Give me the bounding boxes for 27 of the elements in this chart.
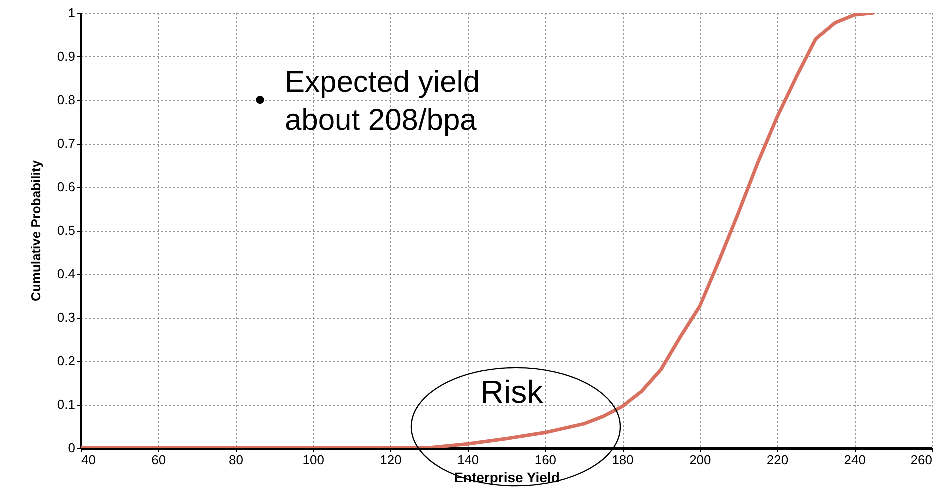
x-tick-label: 40 <box>82 452 96 468</box>
x-tick-label: 80 <box>228 452 244 468</box>
x-tick-label: 100 <box>302 452 324 468</box>
y-tick-label: 0.8 <box>57 92 76 108</box>
y-tick-label: 0.7 <box>57 136 76 151</box>
x-tick-label: 260 <box>910 452 932 468</box>
y-tick-label: 0.1 <box>57 397 76 412</box>
y-tick-label: 0.6 <box>57 180 76 194</box>
x-tick-label: 180 <box>612 452 634 468</box>
annotation: • <box>255 84 266 117</box>
y-tick-label: 0.4 <box>57 266 76 282</box>
y-tick-label: 0.2 <box>57 354 76 368</box>
x-tick-label: 60 <box>152 452 166 468</box>
y-tick-label: 0 <box>68 440 76 456</box>
x-tick-label: 120 <box>380 452 402 468</box>
y-tick-label: 0.3 <box>57 310 76 325</box>
y-tick-label: 1 <box>68 6 76 20</box>
y-axis-title: Cumulative Probability <box>28 160 44 302</box>
x-tick-label: 200 <box>690 452 712 468</box>
x-tick-label: 160 <box>534 452 557 468</box>
x-tick-label: 240 <box>844 452 866 468</box>
y-tick-label: 0.9 <box>57 49 76 64</box>
annotation: Risk <box>480 374 544 410</box>
y-tick-label: 0.5 <box>57 223 76 238</box>
x-tick-label: 220 <box>766 452 789 468</box>
annotation: Expected yield about 208/bpa <box>285 66 480 137</box>
x-tick-label: 140 <box>457 452 480 468</box>
